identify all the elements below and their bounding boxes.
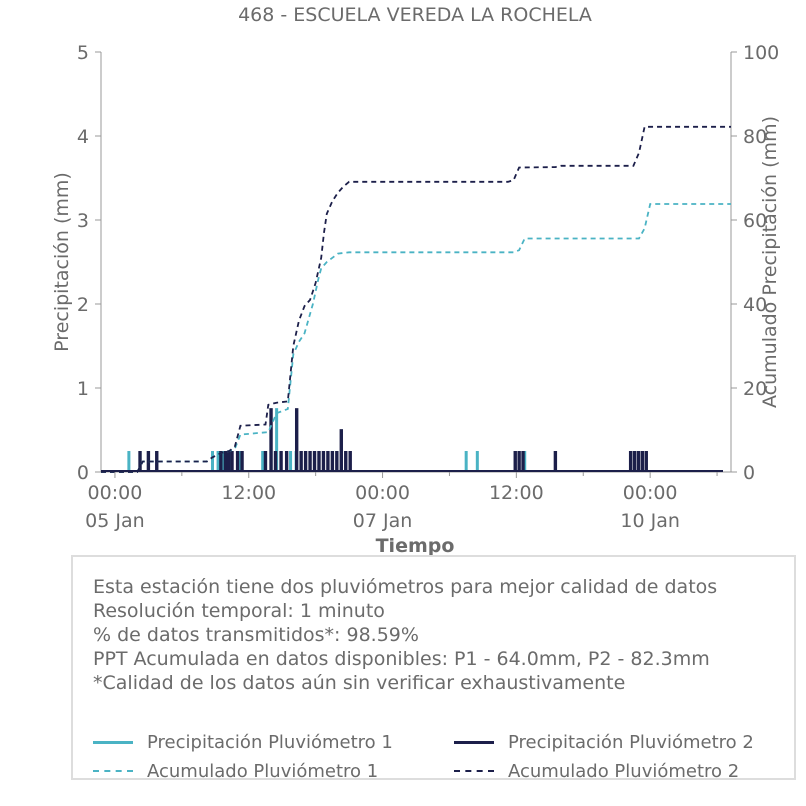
precip-bar-p2 <box>219 451 223 472</box>
precip-bar-p1 <box>127 451 131 472</box>
precip-bar-p2 <box>273 451 278 472</box>
legend-item-cum-p1: Acumulado Pluviómetro 1 <box>93 760 378 782</box>
legend-label: Acumulado Pluviómetro 1 <box>147 760 379 782</box>
legend-item-precip-p1: Precipitación Pluviómetro 1 <box>93 731 393 753</box>
precip-bar-p2 <box>339 429 343 472</box>
info-line-accumulated: PPT Acumulada en datos disponibles: P1 -… <box>93 648 710 670</box>
y-tick-label: 3 <box>77 210 89 232</box>
legend-swatch-solid-dark <box>454 740 494 744</box>
precip-bar-p2 <box>513 451 517 472</box>
x-tick-label: 12:00 <box>221 482 276 504</box>
precip-bar-p1 <box>216 451 220 472</box>
x-tick-date: 07 Jan <box>353 510 413 532</box>
legend-swatch-dashed-light <box>93 770 133 772</box>
precip-bar-p2 <box>628 451 633 472</box>
precip-bar-p2 <box>138 451 142 472</box>
precip-bar-p1 <box>275 408 279 472</box>
y-tick-label: 4 <box>77 126 89 148</box>
x-axis-ticks: 00:00 05 Jan 12:00 00:00 07 Jan 12:00 00:00 10 … <box>85 472 718 532</box>
accumulated-line-p2 <box>101 125 731 473</box>
y-axis-ticks: 0 1 2 3 4 5 <box>77 42 101 484</box>
precip-bar-p2 <box>321 451 326 472</box>
y2-axis-ticks: 0 20 40 60 80 100 <box>731 42 779 484</box>
precip-bar-p2 <box>317 451 321 472</box>
precip-bar-p2 <box>330 451 335 472</box>
y2-tick-label: 20 <box>743 378 767 400</box>
precip-bar-p2 <box>640 451 645 472</box>
precip-bar-p1 <box>261 451 265 472</box>
precip-bar-p2 <box>517 451 521 472</box>
precip-bar-p2 <box>294 408 299 472</box>
legend-item-cum-p2: Acumulado Pluviómetro 2 <box>454 760 739 782</box>
legend-label: Precipitación Pluviómetro 1 <box>147 731 393 753</box>
y-tick-label: 2 <box>77 294 89 316</box>
precip-bar-p2 <box>644 451 648 472</box>
y-tick-label: 1 <box>77 378 89 400</box>
y2-axis-label: Acumulado Precipitación (mm) <box>759 116 781 408</box>
y2-tick-label: 80 <box>743 126 767 148</box>
legend-label: Precipitación Pluviómetro 2 <box>508 731 754 753</box>
series-accumulated <box>101 125 731 473</box>
x-tick-date: 05 Jan <box>85 510 145 532</box>
info-line-resolution: Resolución temporal: 1 minuto <box>93 600 385 622</box>
y2-tick-label: 60 <box>743 210 767 232</box>
precip-bar-p2 <box>230 451 234 472</box>
chart-title: 468 - ESCUELA VEREDA LA ROCHELA <box>238 4 592 26</box>
precip-bar-p2 <box>279 451 283 472</box>
precip-bar-p2 <box>299 451 303 472</box>
precip-bar-p2 <box>308 451 312 472</box>
precip-bar-p2 <box>155 451 159 472</box>
precip-bar-p2 <box>636 451 641 472</box>
y2-tick-label: 0 <box>743 462 755 484</box>
legend-swatch-solid-light <box>93 740 133 744</box>
x-axis-label: Tiempo <box>376 535 455 557</box>
precip-bar-p1 <box>211 451 215 472</box>
info-line-transmitted: % de datos transmitidos*: 98.59% <box>93 624 419 646</box>
x-tick-date: 10 Jan <box>620 510 680 532</box>
x-tick-label: 00:00 <box>355 482 410 504</box>
y-tick-label: 0 <box>77 462 89 484</box>
precip-bar-p2 <box>269 408 273 472</box>
precip-bar-p1 <box>289 451 293 472</box>
precip-bar-p2 <box>348 451 352 472</box>
precip-bar-p2 <box>521 451 525 472</box>
precip-bar-p2 <box>312 451 317 472</box>
precip-bar-p2 <box>240 451 244 472</box>
y2-tick-label: 40 <box>743 294 767 316</box>
accumulated-line-p1 <box>101 203 731 473</box>
legend-swatch-dashed-dark <box>454 770 494 772</box>
precip-bar-p2 <box>235 451 240 472</box>
x-tick-label: 00:00 <box>88 482 143 504</box>
precip-bar-p2 <box>303 451 308 472</box>
axes-frame <box>100 52 732 473</box>
precip-bar-p2 <box>553 451 558 472</box>
info-line-dual-gauge: Esta estación tiene dos pluviómetros par… <box>93 576 718 598</box>
x-tick-label: 00:00 <box>623 482 678 504</box>
series-precip-p2 <box>138 408 648 472</box>
precip-bar-p2 <box>326 451 330 472</box>
precip-bar-p1 <box>464 451 468 472</box>
precip-bar-p2 <box>335 451 339 472</box>
precip-bar-p2 <box>263 451 268 472</box>
precip-bar-p2 <box>226 451 231 472</box>
precip-bar-p1 <box>475 451 479 472</box>
precip-bar-p2 <box>632 451 637 472</box>
precip-bar-p2 <box>223 451 228 472</box>
precip-bar-p2 <box>344 451 348 472</box>
info-line-quality: *Calidad de los datos aún sin verificar … <box>93 672 626 694</box>
legend-item-precip-p2: Precipitación Pluviómetro 2 <box>454 731 754 753</box>
y-tick-label: 5 <box>77 42 89 64</box>
y2-tick-label: 100 <box>743 42 779 64</box>
precip-bar-p2 <box>146 451 151 472</box>
x-tick-label: 12:00 <box>489 482 544 504</box>
y-axis-label: Precipitación (mm) <box>51 172 73 352</box>
precip-bar-p2 <box>284 451 289 472</box>
legend-label: Acumulado Pluviómetro 2 <box>508 760 740 782</box>
info-legend-box: Esta estación tiene dos pluviómetros par… <box>71 555 796 782</box>
